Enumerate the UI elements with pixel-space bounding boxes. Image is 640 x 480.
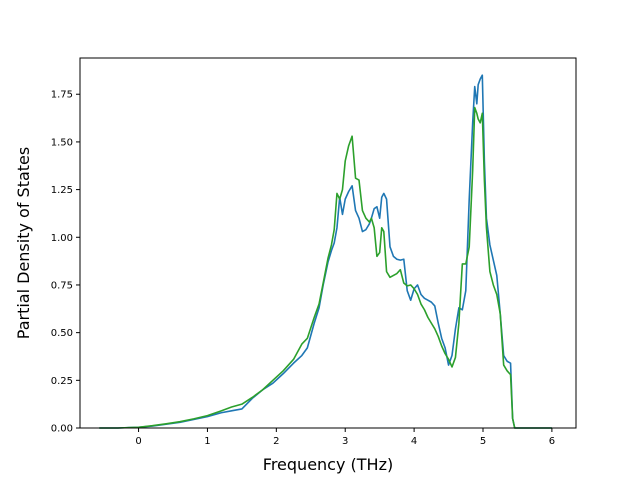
x-tick-label: 6 <box>549 436 555 447</box>
plot-frame <box>79 57 577 429</box>
x-axis: 0 1 2 3 4 5 6 <box>135 428 555 447</box>
x-tick-label: 1 <box>204 436 210 447</box>
x-tick-label: 5 <box>480 436 486 447</box>
plot-area-background <box>80 58 576 428</box>
y-axis-label: Partial Density of States <box>14 147 33 339</box>
x-tick-label: 3 <box>342 436 348 447</box>
y-tick-label: 0.50 <box>51 328 73 339</box>
series-layer <box>99 74 552 429</box>
y-tick-label: 0.00 <box>51 424 73 435</box>
y-tick-label: 1.25 <box>51 185 73 196</box>
y-tick-label: 1.50 <box>51 137 73 148</box>
y-tick-label: 1.00 <box>51 233 73 244</box>
series-line-1 <box>99 74 552 429</box>
x-axis-label: Frequency (THz) <box>263 455 393 474</box>
series-line-2 <box>99 106 552 429</box>
y-tick-label: 0.75 <box>51 280 73 291</box>
y-axis: 0.00 0.25 0.50 0.75 1.00 1.25 1.50 1.75 <box>51 90 80 435</box>
x-tick-label: 2 <box>273 436 279 447</box>
y-tick-label: 0.25 <box>51 376 73 387</box>
x-tick-label: 0 <box>135 436 141 447</box>
x-tick-label: 4 <box>411 436 417 447</box>
y-tick-label: 1.75 <box>51 90 73 101</box>
